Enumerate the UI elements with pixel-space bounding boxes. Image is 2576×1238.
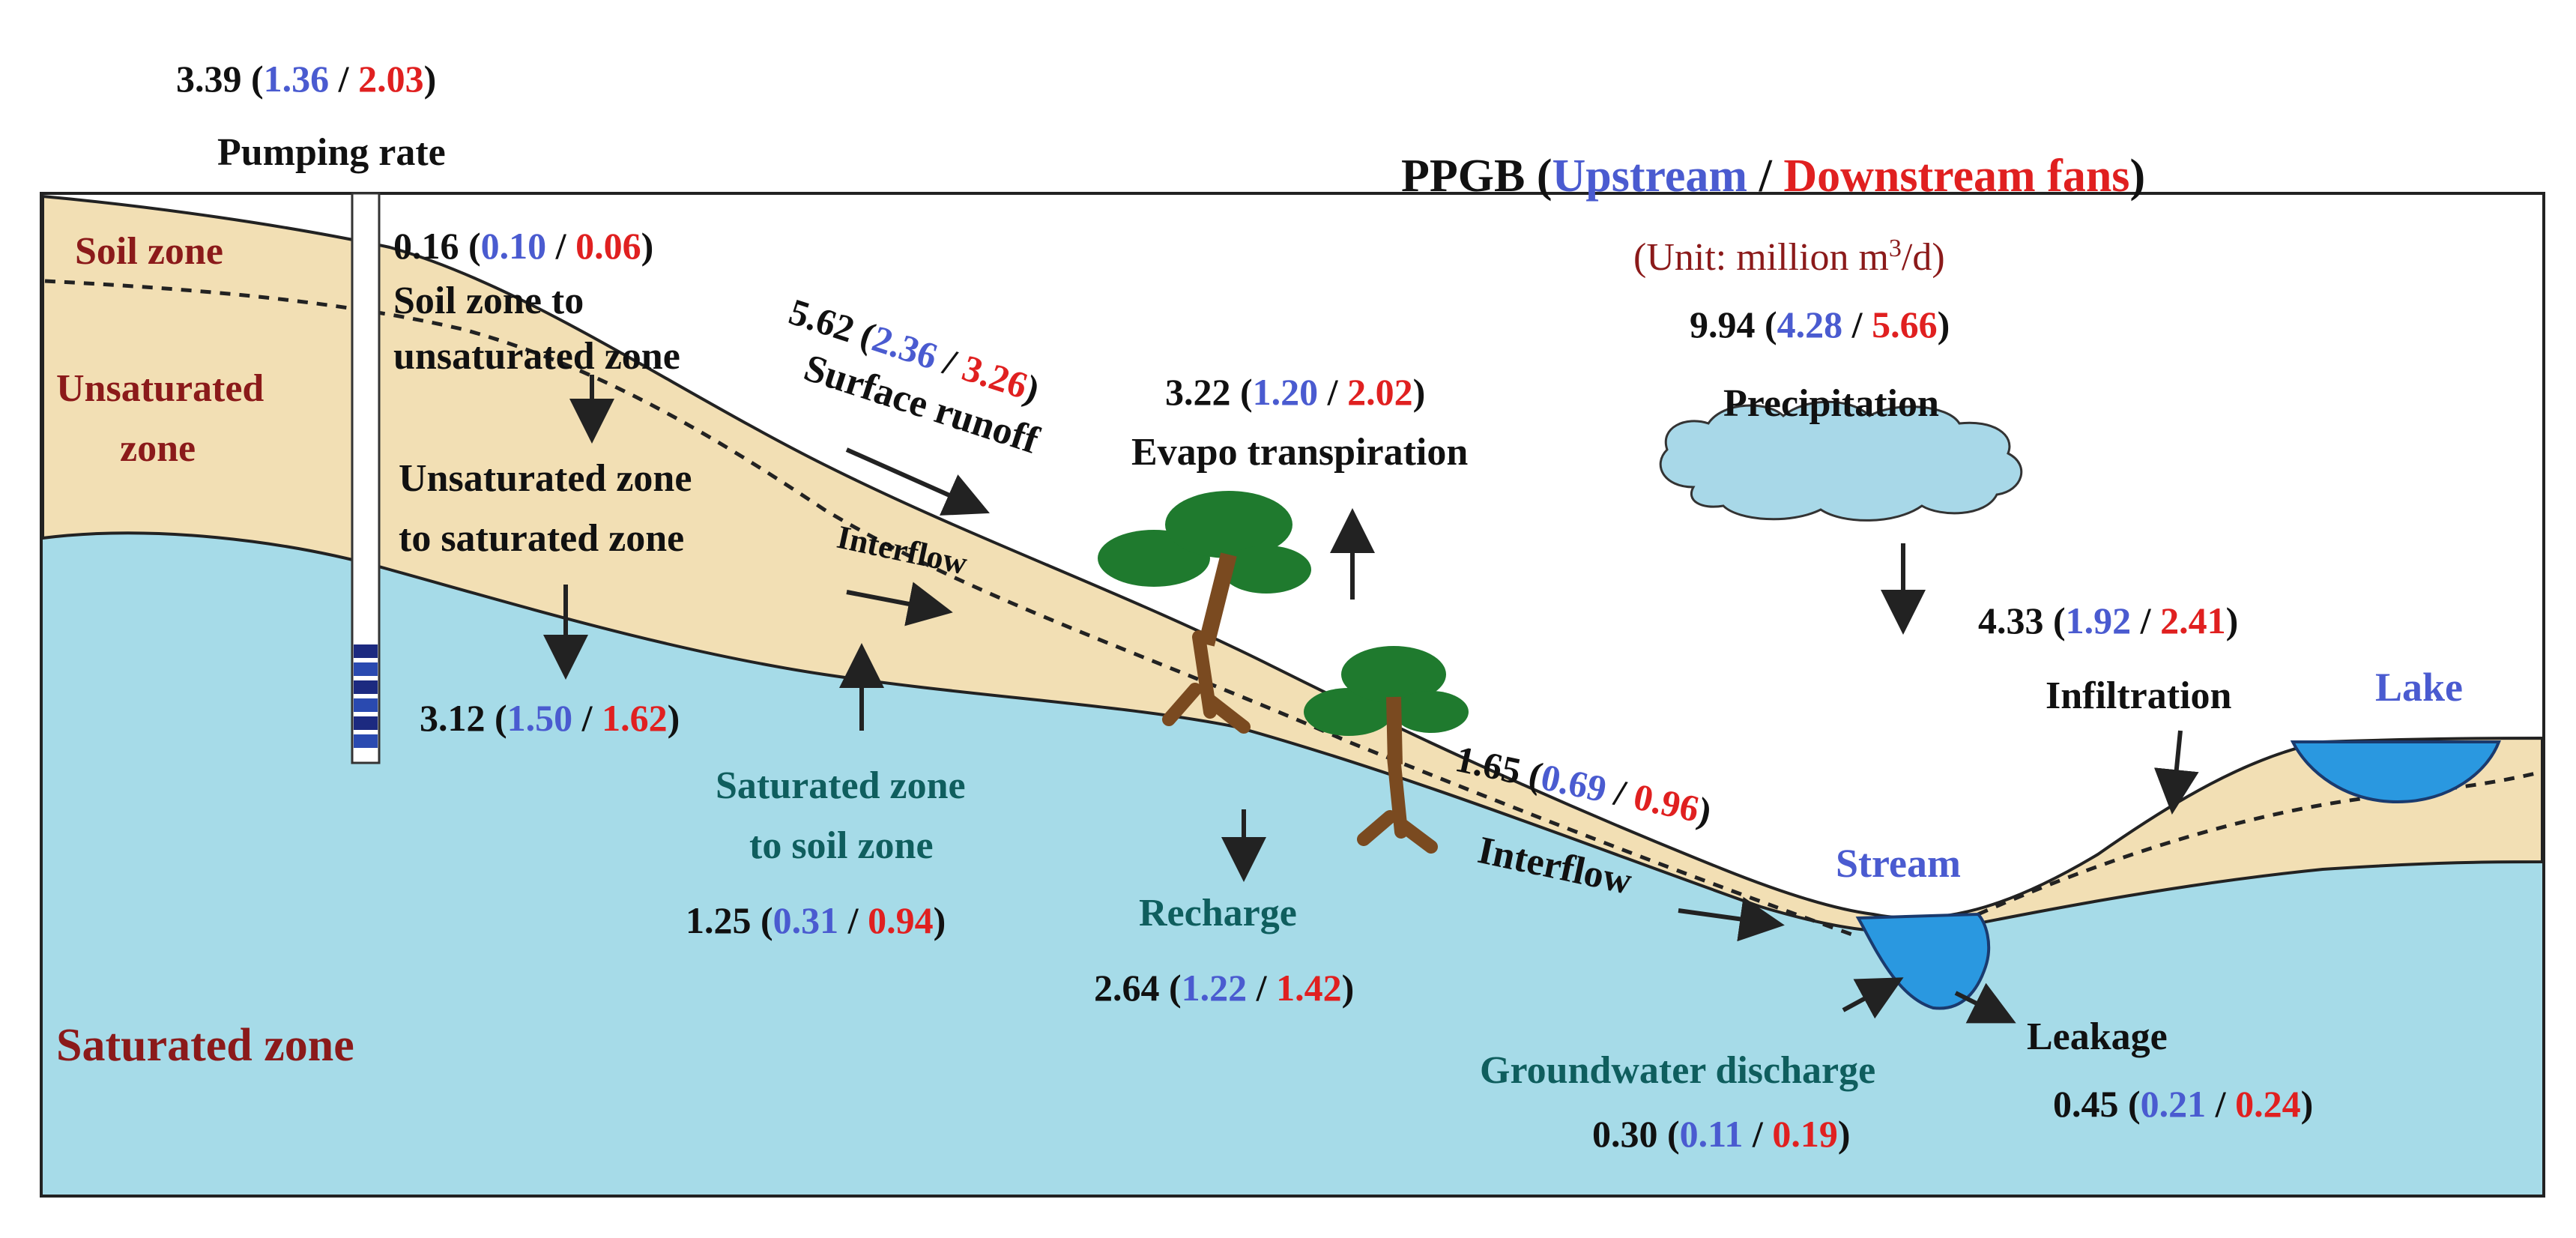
infiltration-label: Infiltration xyxy=(2046,674,2232,717)
pumping-rate-label: Pumping rate xyxy=(217,131,446,174)
stream-water xyxy=(1855,912,1991,1010)
unsaturated-zone-label-1: Unsaturated xyxy=(56,367,264,410)
sat-to-soil: Saturated zone to soil zone 1.25 (0.31 /… xyxy=(686,764,966,941)
evapotranspiration-value: 3.22 (1.20 / 2.02) xyxy=(1165,371,1425,413)
gw-discharge-label: Groundwater discharge xyxy=(1480,1049,1875,1092)
saturated-zone-label: Saturated zone xyxy=(56,1020,354,1071)
pumping-rate-value: 3.39 (1.36 / 2.03) xyxy=(176,58,436,100)
unsat-to-sat: Unsaturated zone to saturated zone 3.12 … xyxy=(399,457,692,739)
soil-to-unsat-value: 0.16 (0.10 / 0.06) xyxy=(393,225,653,267)
unsat-to-sat-label-1: Unsaturated zone xyxy=(399,457,692,500)
right-bank-dashed xyxy=(1977,770,2543,917)
soil-zone-label: Soil zone xyxy=(75,230,223,273)
recharge: Recharge 2.64 (1.22 / 1.42) xyxy=(1094,892,1354,1009)
recharge-label: Recharge xyxy=(1139,892,1297,934)
precipitation: 9.94 (4.28 / 5.66) Precipitation xyxy=(1690,304,1950,425)
cloud-icon xyxy=(1659,400,2023,522)
tree-icon-right xyxy=(1304,646,1469,854)
leakage: Leakage 0.45 (0.21 / 0.24) xyxy=(2027,1015,2313,1125)
well-screen xyxy=(354,644,378,748)
tree-icon-left xyxy=(1098,491,1311,734)
arrow-interflow-lower xyxy=(1678,896,1785,942)
unsaturated-zone-label-2: zone xyxy=(120,427,196,470)
arrow-surface-runoff xyxy=(845,447,990,516)
leakage-value: 0.45 (0.21 / 0.24) xyxy=(2053,1083,2313,1125)
sat-to-soil-value: 1.25 (0.31 / 0.94) xyxy=(686,899,946,941)
arrow-interflow-upper xyxy=(846,582,953,626)
sat-to-soil-label-1: Saturated zone xyxy=(716,764,966,807)
arrow-gw-discharge xyxy=(1842,977,1904,1019)
precipitation-value: 9.94 (4.28 / 5.66) xyxy=(1690,304,1950,345)
unsat-to-sat-label-2: to saturated zone xyxy=(399,517,684,560)
lake-label: Lake xyxy=(2375,665,2463,710)
soil-to-unsat-label-1: Soil zone to xyxy=(393,280,584,322)
precipitation-label: Precipitation xyxy=(1723,382,1939,425)
infiltration: 4.33 (1.92 / 2.41) Infiltration xyxy=(1978,600,2238,717)
gw-discharge-value: 0.30 (0.11 / 0.19) xyxy=(1592,1113,1850,1155)
soil-to-unsat-label-2: unsaturated zone xyxy=(393,335,680,378)
sat-to-soil-label-2: to soil zone xyxy=(749,824,934,867)
saturated-zone-area xyxy=(43,533,2542,1195)
unsaturated-zone-area xyxy=(41,194,2544,934)
groundwater-discharge: Groundwater discharge 0.30 (0.11 / 0.19) xyxy=(1480,1049,1875,1155)
stream-label: Stream xyxy=(1836,841,1961,886)
legend-unit: (Unit: million m3/d) xyxy=(1633,235,1945,279)
leakage-label: Leakage xyxy=(2027,1015,2168,1058)
pumping-rate: 3.39 (1.36 / 2.03) Pumping rate xyxy=(176,58,446,174)
lake-water xyxy=(2290,740,2501,804)
recharge-value: 2.64 (1.22 / 1.42) xyxy=(1094,967,1354,1009)
arrow-infiltration xyxy=(2153,730,2199,815)
infiltration-value: 4.33 (1.92 / 2.41) xyxy=(1978,600,2238,641)
evapotranspiration: 3.22 (1.20 / 2.02) Evapo transpiration xyxy=(1131,371,1468,474)
well-casing xyxy=(351,192,381,764)
legend-title: PPGB (Upstream / Downstream fans) xyxy=(1401,151,2145,202)
arrow-leakage xyxy=(1954,982,2016,1024)
evapotranspiration-label: Evapo transpiration xyxy=(1131,431,1468,474)
soil-to-unsat: 0.16 (0.10 / 0.06) Soil zone to unsatura… xyxy=(393,225,680,378)
flow-arrows xyxy=(543,375,2199,1024)
unsat-to-sat-value: 3.12 (1.50 / 1.62) xyxy=(420,697,680,739)
